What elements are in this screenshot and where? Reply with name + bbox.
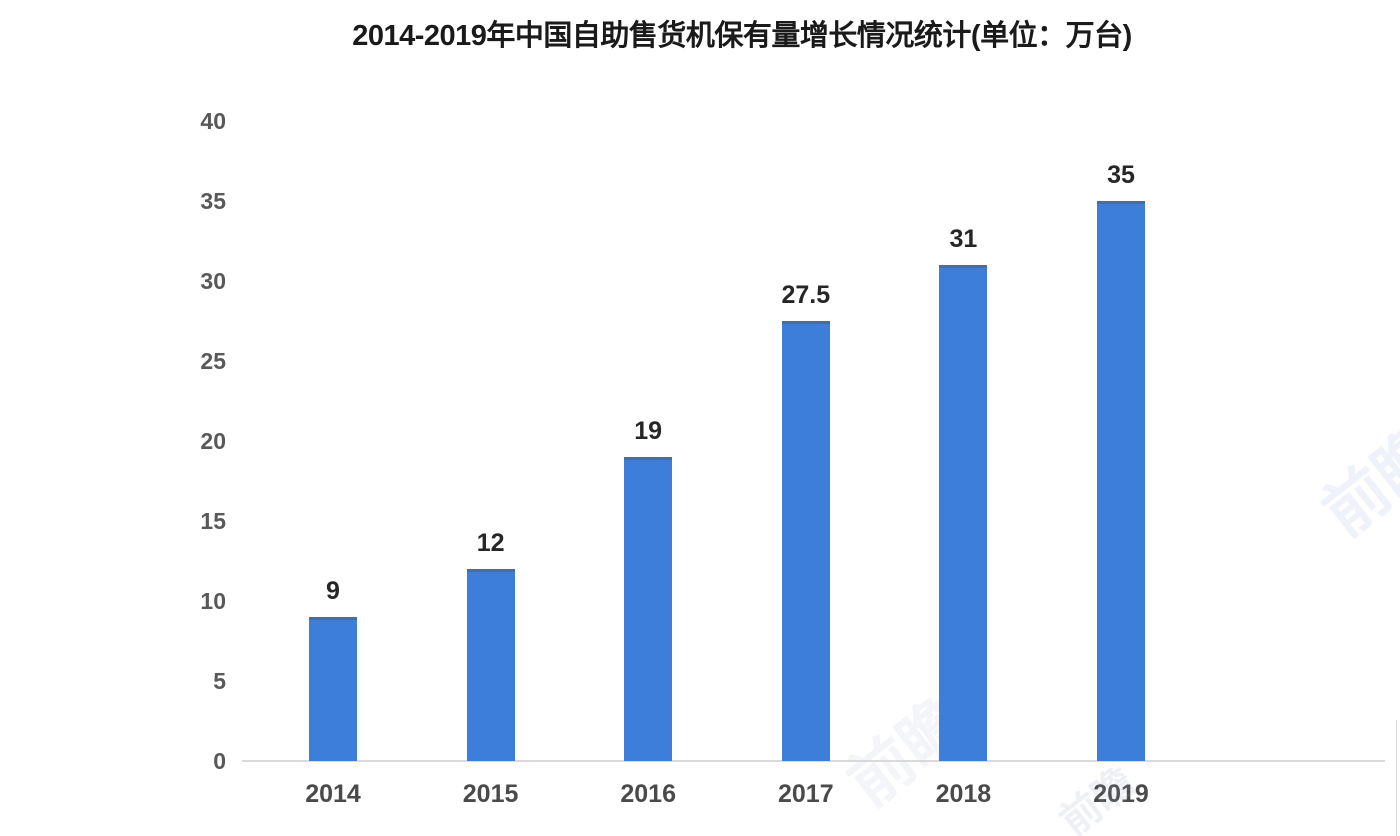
y-axis-tick-label: 30 <box>200 268 226 294</box>
bar <box>781 321 830 761</box>
bar <box>1097 201 1145 761</box>
x-axis-tick-label: 2014 <box>305 780 361 808</box>
y-axis-tick-label: 15 <box>200 508 226 534</box>
y-axis-tick-label: 5 <box>213 668 226 694</box>
y-axis-tick-label: 35 <box>200 188 226 214</box>
x-axis-line <box>242 760 1385 762</box>
bar-value-label: 35 <box>1107 161 1135 189</box>
x-axis-tick-label: 2016 <box>620 780 676 808</box>
page-edge-line <box>1396 720 1397 836</box>
x-axis-tick-label: 2015 <box>462 780 519 808</box>
y-axis-tick-label: 25 <box>200 348 226 374</box>
watermark: 前瞻 <box>1309 414 1400 550</box>
y-axis-tick-label: 10 <box>200 588 226 614</box>
x-axis-tick-label: 2017 <box>777 780 834 808</box>
bar-value-label: 31 <box>949 225 978 253</box>
bar <box>466 569 515 761</box>
bar <box>939 265 988 761</box>
bar <box>624 457 673 761</box>
y-axis-tick-label: 0 <box>213 748 226 774</box>
y-axis-tick-label: 40 <box>200 108 226 134</box>
bar <box>309 617 357 761</box>
plot-area: 前瞻 前瞻 0 5 10 15 20 25 30 35 40 9 2014 12 2015 19 2016 2… <box>200 110 1400 820</box>
y-axis-tick-label: 20 <box>200 428 226 454</box>
x-axis-tick-label: 2019 <box>1093 780 1149 808</box>
bar-value-label: 12 <box>476 529 505 557</box>
bar-value-label: 19 <box>634 417 663 445</box>
bar-value-label: 27.5 <box>781 281 831 309</box>
x-axis-tick-label: 2018 <box>935 780 992 808</box>
bar-value-label: 9 <box>326 577 340 605</box>
chart-title: 2014-2019年中国自助售货机保有量增长情况统计(单位：万台) <box>352 20 1132 52</box>
